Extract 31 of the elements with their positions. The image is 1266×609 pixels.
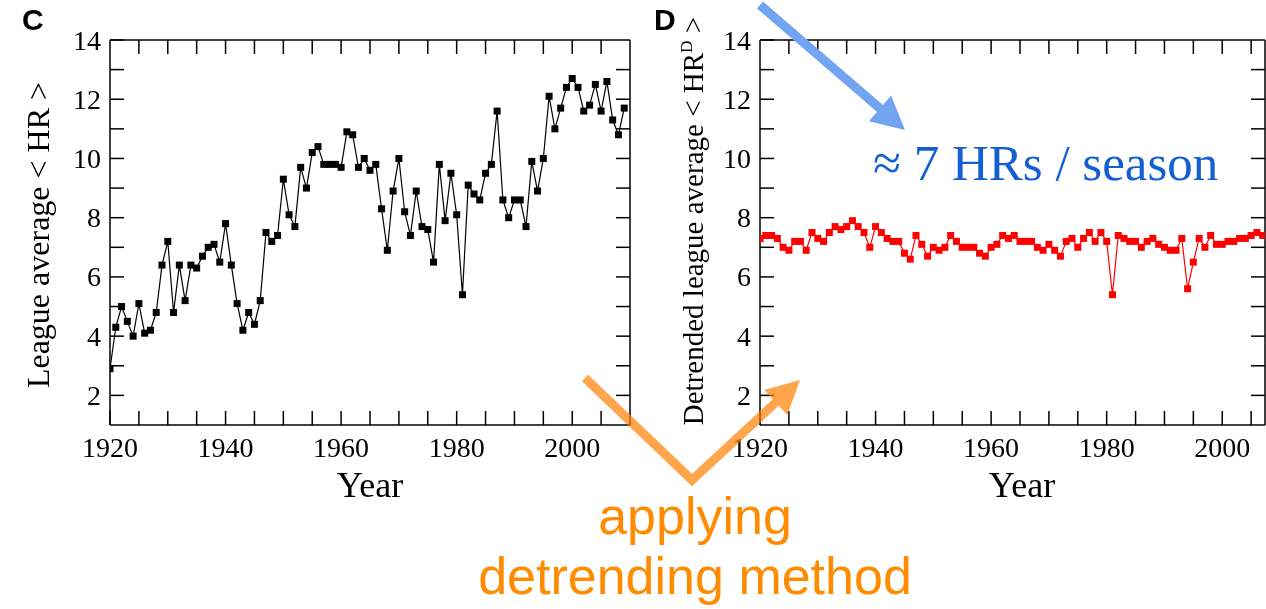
y-axis-title: League average < HR > bbox=[20, 81, 56, 389]
y-tick-label: 12 bbox=[73, 83, 101, 115]
y-tick-label: 8 bbox=[87, 202, 101, 234]
y-tick-label: 6 bbox=[737, 261, 751, 293]
y-tick-label: 14 bbox=[73, 24, 101, 56]
y-tick-label: 14 bbox=[723, 24, 751, 56]
x-tick-label: 2000 bbox=[1194, 431, 1251, 463]
y-tick-label: 2 bbox=[737, 379, 751, 411]
x-axis-title: Year bbox=[988, 465, 1056, 505]
y-tick-label: 4 bbox=[737, 320, 751, 352]
chart-title: D bbox=[654, 3, 676, 36]
annotation: ≈ 7 HRs / season bbox=[873, 135, 1219, 191]
x-tick-label: 1960 bbox=[313, 431, 370, 463]
x-tick-label: 1940 bbox=[847, 431, 904, 463]
x-axis-title: Year bbox=[336, 465, 404, 505]
x-tick-label: 1940 bbox=[197, 431, 254, 463]
y-tick-label: 8 bbox=[737, 202, 751, 234]
y-tick-label: 10 bbox=[73, 142, 101, 174]
x-tick-label: 1980 bbox=[1078, 431, 1135, 463]
chart-title: C bbox=[22, 3, 44, 36]
x-tick-label: 1960 bbox=[963, 431, 1020, 463]
x-tick-label: 1980 bbox=[428, 431, 485, 463]
y-tick-label: 4 bbox=[87, 320, 101, 352]
x-tick-label: 1920 bbox=[82, 431, 138, 463]
y-tick-label: 2 bbox=[87, 379, 101, 411]
y-tick-label: 12 bbox=[723, 83, 751, 115]
x-tick-label: 2000 bbox=[544, 431, 601, 463]
x-tick-label: 1920 bbox=[732, 431, 788, 463]
y-tick-label: 10 bbox=[723, 142, 751, 174]
y-tick-label: 6 bbox=[87, 261, 101, 293]
text: applying detrending method bbox=[477, 486, 913, 606]
